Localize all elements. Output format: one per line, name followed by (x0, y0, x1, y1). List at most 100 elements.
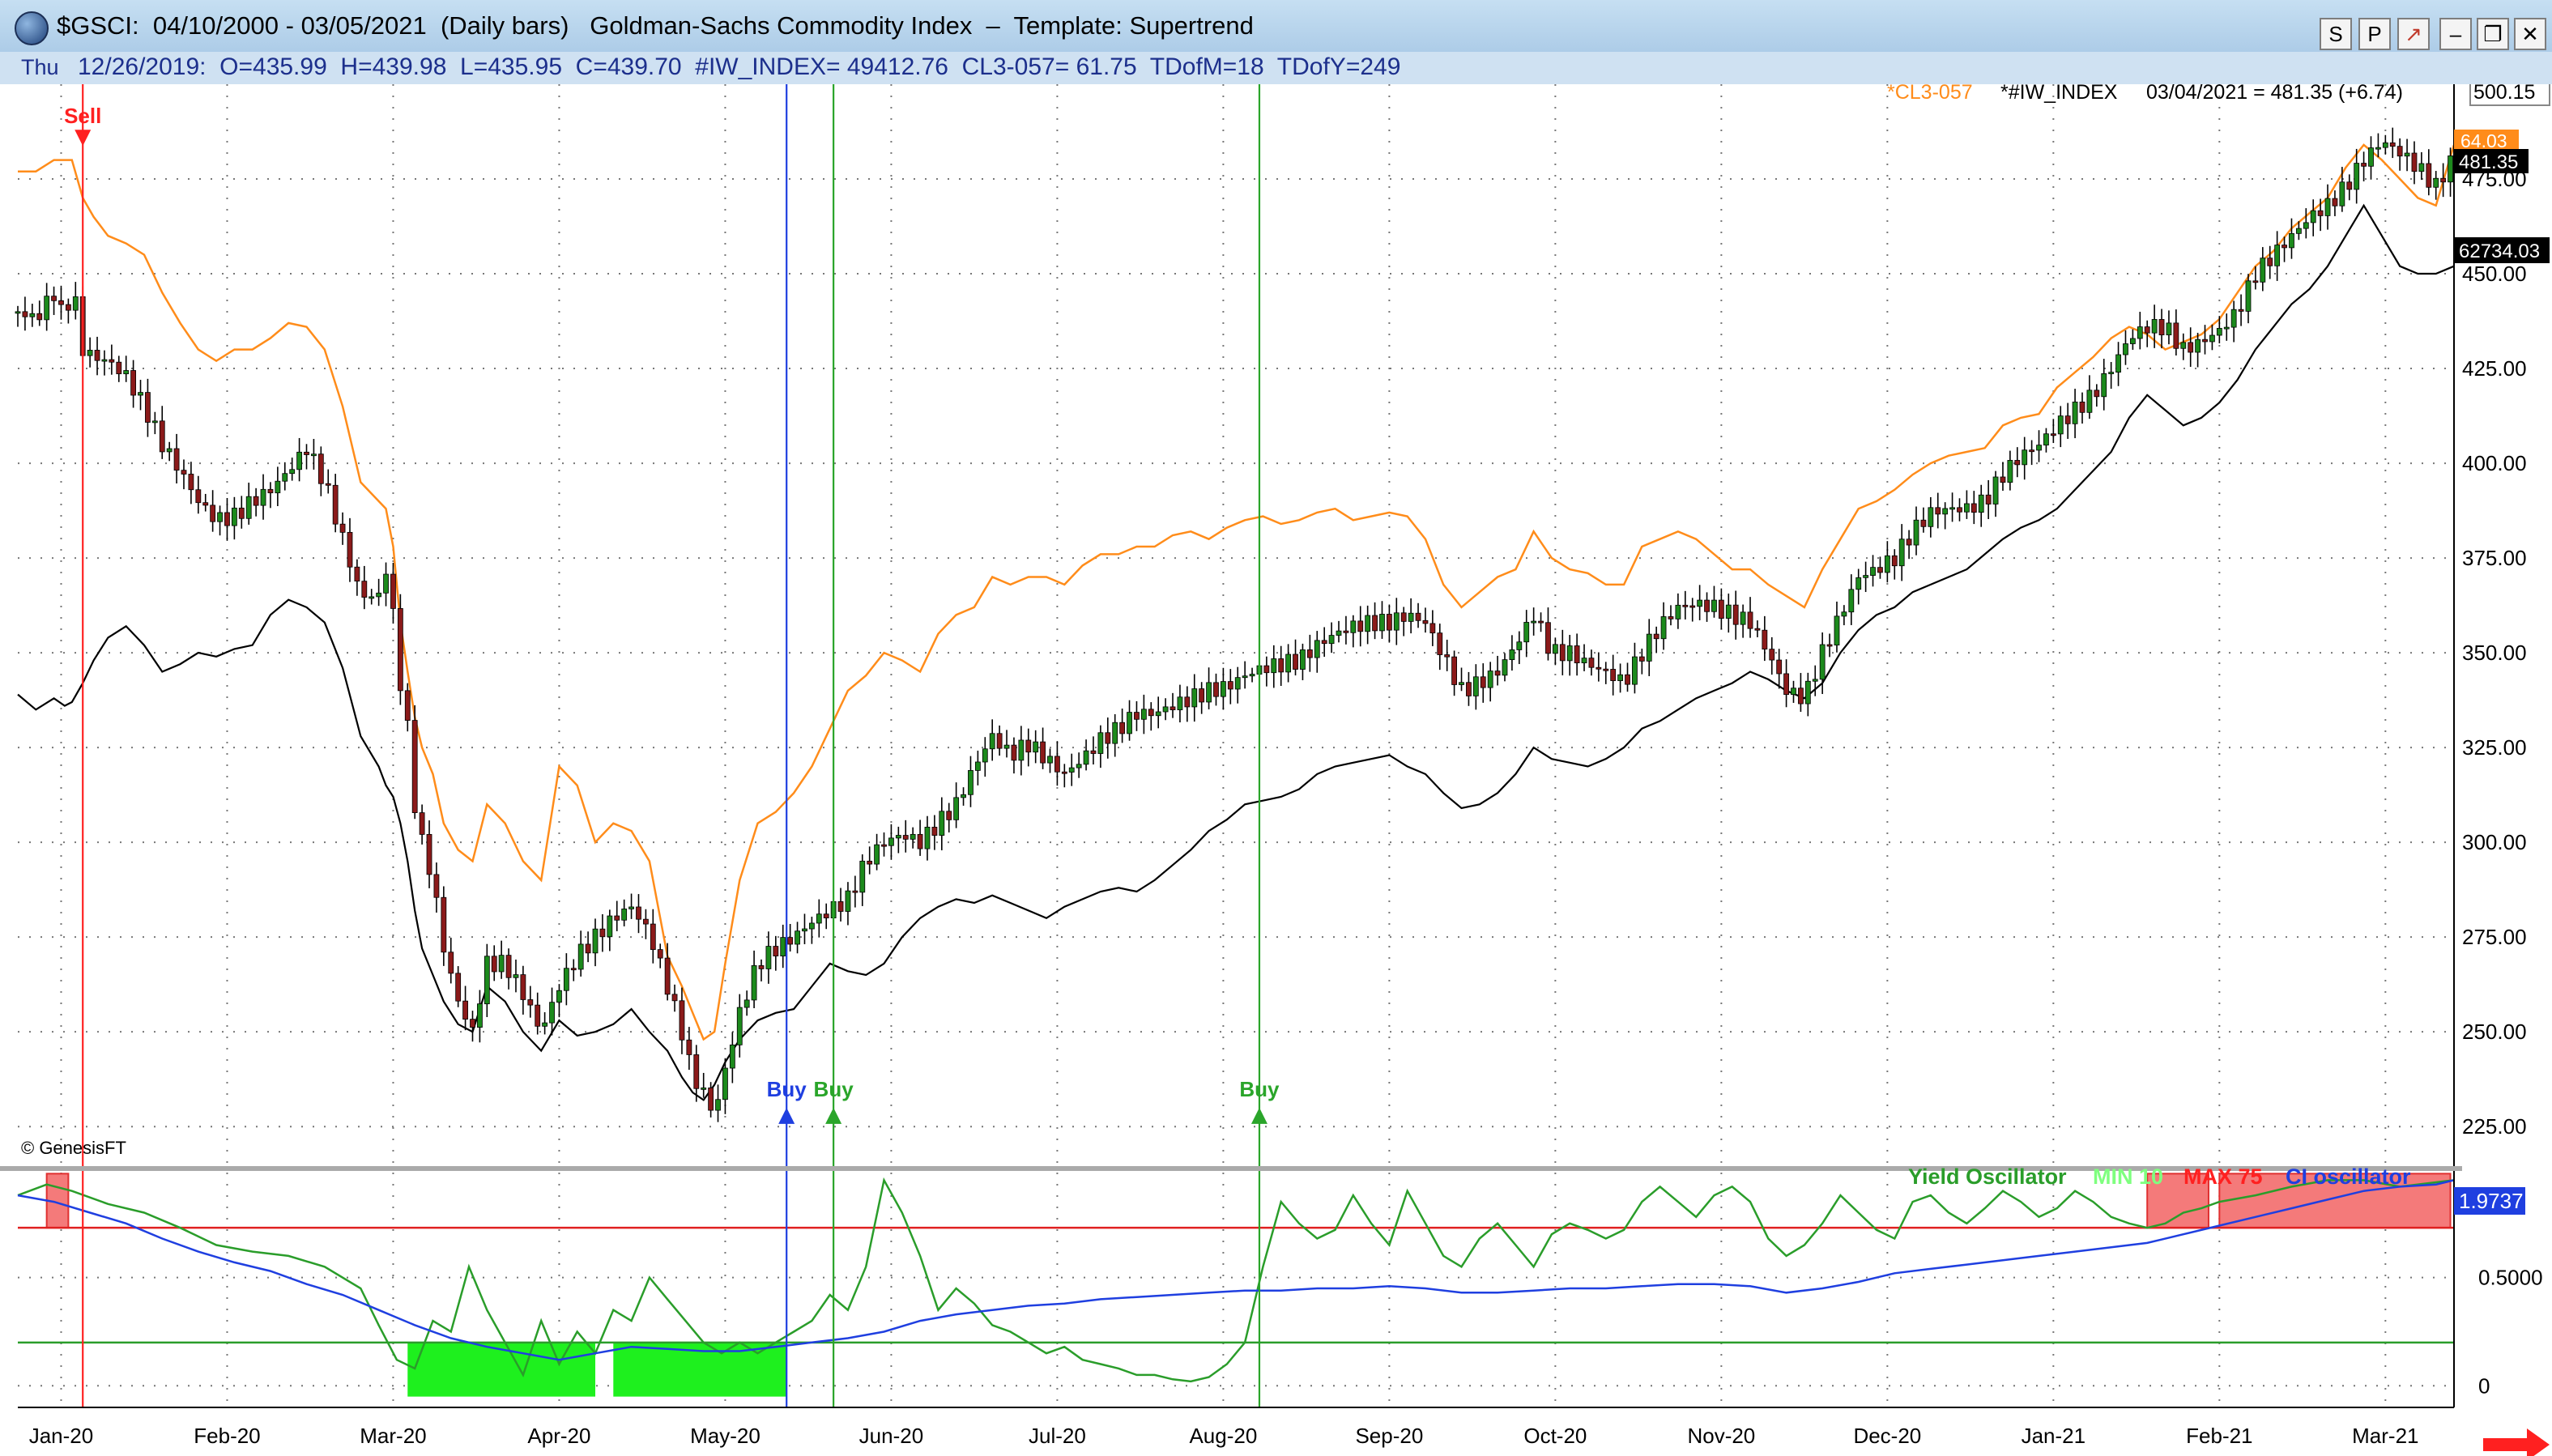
candle-body (802, 928, 807, 932)
candle-body (1234, 677, 1241, 690)
threshold-zones (18, 1173, 2454, 1397)
chart-canvas[interactable]: Sell Buy Buy Buy 225.00 250.00 275.00 300.00 32… (0, 84, 2552, 1456)
candle-body (275, 480, 281, 494)
candle-body (2144, 326, 2150, 334)
legend-ci: CI oscillator (2286, 1164, 2411, 1189)
candle-body (2230, 309, 2237, 328)
candle-body (1480, 676, 1486, 688)
candle-body (36, 313, 43, 321)
candle-body (1718, 599, 1724, 619)
gsci-last-value: 481.35 (2459, 151, 2518, 173)
candle-body (1155, 711, 1161, 717)
candle-body (484, 956, 490, 1005)
candle-body (542, 1022, 548, 1027)
candle-body (1429, 623, 1436, 634)
price-tick-label: 450.00 (2462, 262, 2527, 286)
candle-body (693, 1054, 700, 1089)
candle-body (1711, 599, 1717, 612)
candle-body (1992, 476, 1999, 504)
candle-body (1617, 674, 1623, 681)
candle-body (1855, 577, 1862, 590)
osc-last-value: 1.9737 (2459, 1189, 2524, 1213)
candle-body (2043, 433, 2049, 446)
candle-body (1134, 712, 1140, 720)
candle-body (2188, 342, 2194, 353)
candle-body (1732, 604, 1739, 625)
candle-body (477, 1003, 483, 1028)
candle-body (123, 370, 130, 375)
candle-body (210, 504, 216, 522)
candle-body (1076, 764, 1082, 768)
candle-body (433, 874, 440, 898)
candle-body (1545, 622, 1551, 654)
close-icon[interactable]: ✕ (2514, 18, 2546, 50)
candle-body (1776, 659, 1783, 675)
window-title-bar: $GSCI: 04/10/2000 - 03/05/2021 (Daily ba… (0, 0, 2552, 62)
candle-body (758, 965, 765, 969)
candle-body (1400, 612, 1407, 622)
candle-body (101, 359, 108, 362)
globe-icon (15, 11, 49, 45)
candle-body (1199, 688, 1205, 703)
candle-body (701, 1087, 707, 1090)
candle-body (1920, 519, 1927, 527)
price-tick-label: 275.00 (2462, 925, 2527, 949)
candle-body (2079, 402, 2085, 413)
candle-body (130, 370, 137, 396)
candle-body (780, 937, 786, 956)
scroll-right-icon[interactable] (2483, 1428, 2550, 1456)
s-button[interactable]: S (2320, 18, 2352, 50)
candle-body (1487, 671, 1493, 688)
candle-body (686, 1039, 692, 1055)
candle-body (2324, 198, 2331, 216)
candle-body (1566, 645, 1573, 662)
osc-last-box (2454, 1187, 2525, 1215)
candle-body (1444, 654, 1451, 658)
candle-body (1090, 750, 1097, 754)
candle-body (1148, 709, 1154, 717)
candle-body (1704, 599, 1710, 612)
candle-body (917, 833, 923, 849)
legend-max: MAX 75 (2183, 1164, 2263, 1189)
max-zone (2218, 1173, 2452, 1229)
candle-body (347, 531, 353, 568)
candle-body (1559, 644, 1566, 662)
candle-body (1271, 658, 1277, 674)
candle-body (116, 361, 122, 375)
series-lines (17, 143, 2456, 1383)
candle-body (527, 999, 534, 1006)
candle-body (924, 827, 931, 849)
candle-body (2036, 445, 2042, 451)
restore-icon[interactable]: ❐ (2477, 18, 2509, 50)
candle-body (1127, 712, 1132, 734)
candle-body (1625, 674, 1630, 685)
candle-body (671, 994, 678, 1002)
candle-body (441, 896, 447, 953)
candle-body (910, 833, 916, 840)
candle-body (58, 300, 64, 305)
candle-body (743, 999, 750, 1008)
legend-cl3: *CL3-057 (1887, 84, 1973, 104)
candle-body (1494, 671, 1501, 676)
candle-body (1523, 622, 1530, 643)
candle-body (1206, 682, 1212, 703)
candle-body (1516, 641, 1523, 650)
candle-body (1083, 750, 1089, 765)
candle-body (2448, 155, 2453, 183)
candle-body (72, 296, 79, 311)
candle-body (1306, 649, 1313, 658)
candle-body (1596, 666, 1602, 670)
link-icon[interactable]: ↗ (2397, 18, 2430, 50)
p-button[interactable]: P (2358, 18, 2391, 50)
sell-label: Sell (64, 104, 101, 128)
candle-body (823, 913, 829, 918)
candle-body (1697, 599, 1703, 607)
candle-body (1935, 507, 1941, 515)
candle-body (1877, 567, 1883, 573)
candle-body (94, 350, 100, 361)
candle-body (2007, 460, 2013, 483)
buy-arrow-icon (825, 1107, 842, 1124)
minimize-icon[interactable]: – (2439, 18, 2472, 50)
candle-body (650, 923, 656, 950)
candle-body (1668, 616, 1674, 619)
